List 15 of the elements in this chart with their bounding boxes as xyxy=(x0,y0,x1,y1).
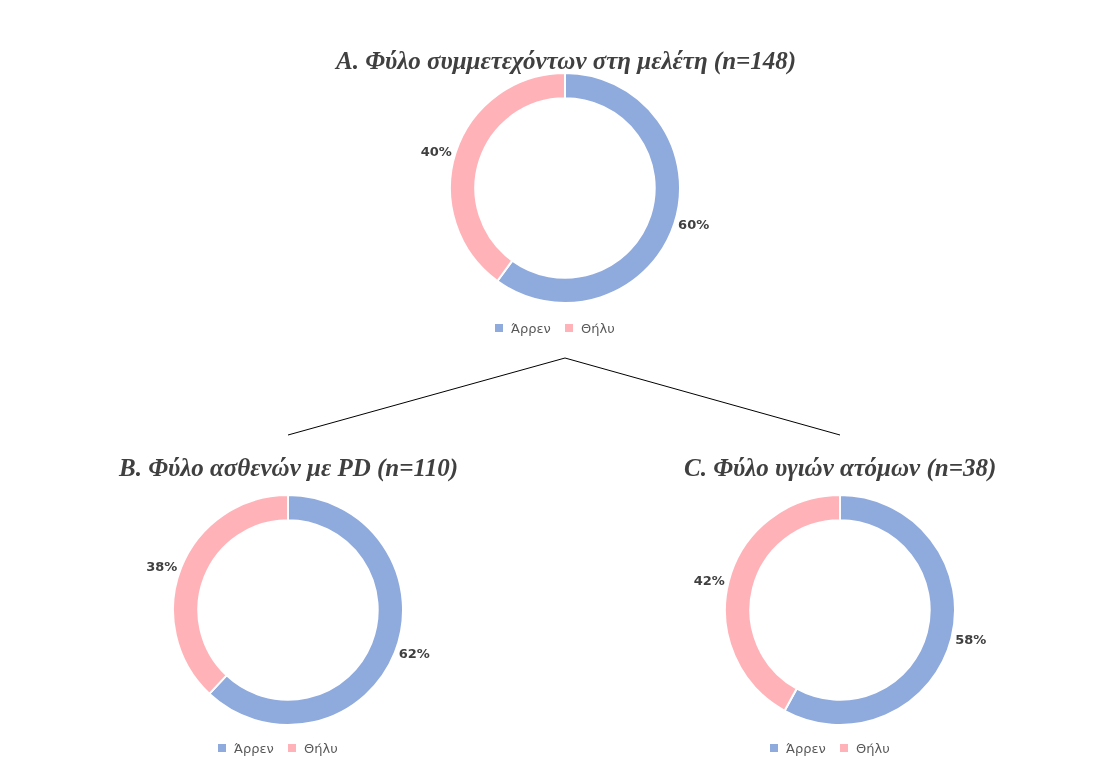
data-label: 60% xyxy=(678,216,710,232)
legend-label: Θήλυ xyxy=(581,321,615,336)
legend-label: Άρρεν xyxy=(234,741,274,756)
legend-label: Άρρεν xyxy=(511,321,551,336)
chart-title: A. Φύλο συμμετεχόντων στη μελέτη (n=148) xyxy=(334,47,797,75)
data-label: 62% xyxy=(398,645,430,661)
data-label: 42% xyxy=(693,573,725,589)
legend-label: Θήλυ xyxy=(856,741,890,756)
chart-title: C. Φύλο υγιών ατόμων (n=38) xyxy=(684,454,997,482)
legend-label: Άρρεν xyxy=(786,741,826,756)
data-label: 38% xyxy=(146,559,178,575)
chart-title: B. Φύλο ασθενών με PD (n=110) xyxy=(118,454,458,482)
legend-label: Θήλυ xyxy=(304,741,338,756)
data-label: 40% xyxy=(420,144,452,160)
data-label: 58% xyxy=(955,631,987,647)
